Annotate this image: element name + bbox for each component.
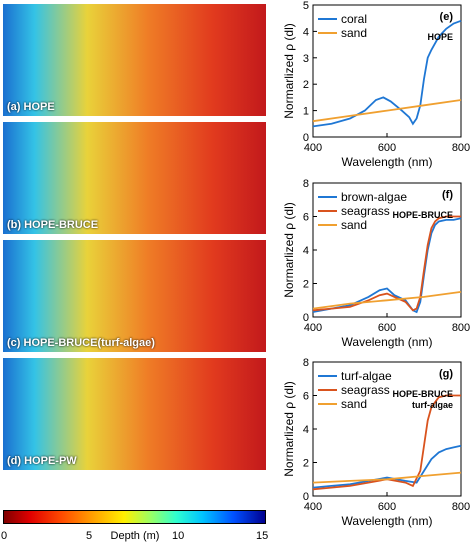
series-line-sand [312,471,462,484]
x-tick-label: 400 [304,142,322,154]
map-label: (d) HOPE-PW [7,455,77,467]
y-tick-label: 8 [303,357,309,369]
legend-label: sand [341,218,367,232]
panel-tag: (g) [439,368,453,380]
y-tick-label: 1 [303,106,309,118]
y-tick-label: 5 [303,0,309,12]
y-axis-label: Normarlized ρ (dl) [282,23,296,119]
x-tick-label: 800 [452,501,470,513]
map-label: (b) HOPE-BRUCE [7,219,99,231]
panel-annotation: turf-algae [412,400,453,410]
y-tick-label: 2 [303,458,309,470]
series-line-sand [312,291,462,310]
series-line-turf-algae [312,444,462,489]
series-line-sand [312,99,462,123]
depth-map-d: (d) HOPE-PW [3,358,266,470]
legend-label: turf-algae [341,369,392,383]
plot-frame [312,361,462,497]
panel-annotation: HOPE-BRUCE [392,210,453,220]
x-tick-label: 600 [378,501,396,513]
colorbar-tick: 0 [1,530,8,542]
y-axis-label: Normarlized ρ (dl) [282,381,296,477]
legend-label: seagrass [341,383,390,397]
y-tick-label: 0 [303,312,309,324]
y-tick-label: 0 [303,132,309,144]
x-axis-label: Wavelength (nm) [342,155,433,169]
x-tick-label: 800 [452,322,470,334]
colorbar-tick: 5 [86,530,93,542]
x-tick-label: 600 [378,142,396,154]
y-tick-label: 2 [303,279,309,291]
x-axis-label: Wavelength (nm) [342,335,433,349]
series-line-brown-algae [312,217,462,314]
legend-label: brown-algae [341,190,407,204]
legend-label: seagrass [341,204,390,218]
y-tick-label: 4 [303,245,309,257]
series-line-coral [312,19,462,128]
map-label: (c) HOPE-BRUCE(turf-algae) [7,337,155,349]
x-axis-label: Wavelength (nm) [342,514,433,528]
y-tick-label: 0 [303,491,309,503]
series-line-seagrass [312,394,461,491]
legend-label: coral [341,12,367,26]
y-tick-label: 4 [303,424,309,436]
panel-annotation: HOPE-BRUCE [392,389,453,399]
depth-map-a: (a) HOPE [3,4,266,116]
depth-map-b: (b) HOPE-BRUCE [3,122,266,234]
legend-label: sand [341,26,367,40]
y-tick-label: 6 [303,212,309,224]
legend-label: sand [341,397,367,411]
y-axis-label: Normarlized ρ (dl) [282,202,296,298]
y-tick-label: 8 [303,178,309,190]
x-tick-label: 600 [378,322,396,334]
y-tick-label: 3 [303,53,309,65]
x-tick-label: 400 [304,501,322,513]
panel-annotation: HOPE [427,32,453,42]
y-tick-label: 2 [303,79,309,91]
panel-tag: (e) [440,11,454,23]
x-tick-label: 800 [452,142,470,154]
panel-tag: (f) [442,189,453,201]
y-tick-label: 6 [303,391,309,403]
series-line-seagrass [312,215,461,312]
plot-frame [312,4,462,138]
map-label: (a) HOPE [7,101,55,113]
x-tick-label: 400 [304,322,322,334]
depth-map-c: (c) HOPE-BRUCE(turf-algae) [3,240,266,352]
y-tick-label: 4 [303,26,309,38]
depth-colorbar [3,510,266,524]
